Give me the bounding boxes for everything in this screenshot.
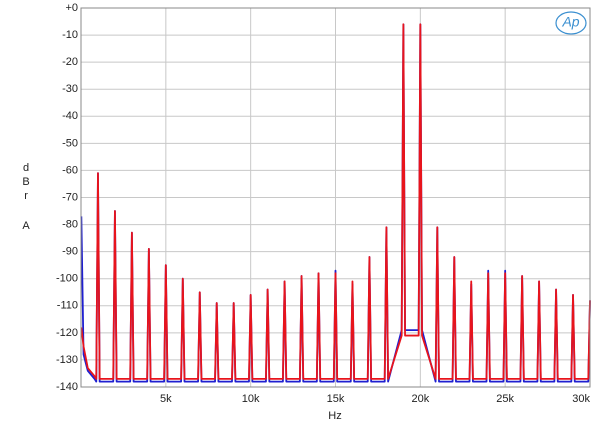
x-tick-label: 5k — [160, 393, 172, 405]
y-tick-label: -100 — [56, 273, 78, 285]
y-tick-label: -50 — [62, 137, 78, 149]
y-tick-label: -20 — [62, 56, 78, 68]
y-axis-label: dBr — [20, 162, 32, 204]
y-tick-label: -40 — [62, 110, 78, 122]
y-tick-label: -110 — [57, 300, 78, 312]
y-tick-label: -130 — [56, 354, 78, 366]
spectrum-line — [80, 23, 591, 380]
x-tick-label: 25k — [496, 393, 514, 405]
x-tick-label: 15k — [327, 393, 345, 405]
y-axis-unit: A — [22, 220, 30, 232]
y-tick-label: -10 — [62, 29, 78, 41]
x-axis-label: Hz — [328, 410, 341, 422]
x-tick-label: 10k — [242, 393, 260, 405]
y-tick-label: +0 — [65, 2, 78, 14]
y-tick-label: -30 — [62, 83, 78, 95]
y-tick-label: -60 — [62, 164, 78, 176]
x-tick-label: 20k — [411, 393, 429, 405]
x-tick-label: 30k — [572, 393, 590, 405]
y-tick-label: -80 — [62, 218, 78, 230]
logo-ring — [555, 11, 587, 35]
logo: Ap — [561, 14, 579, 30]
y-tick-label: -70 — [62, 191, 78, 203]
plot-border — [80, 7, 591, 388]
y-tick-label: -140 — [56, 381, 78, 393]
y-tick-label: -120 — [56, 327, 78, 339]
y-tick-label: -90 — [62, 246, 78, 258]
